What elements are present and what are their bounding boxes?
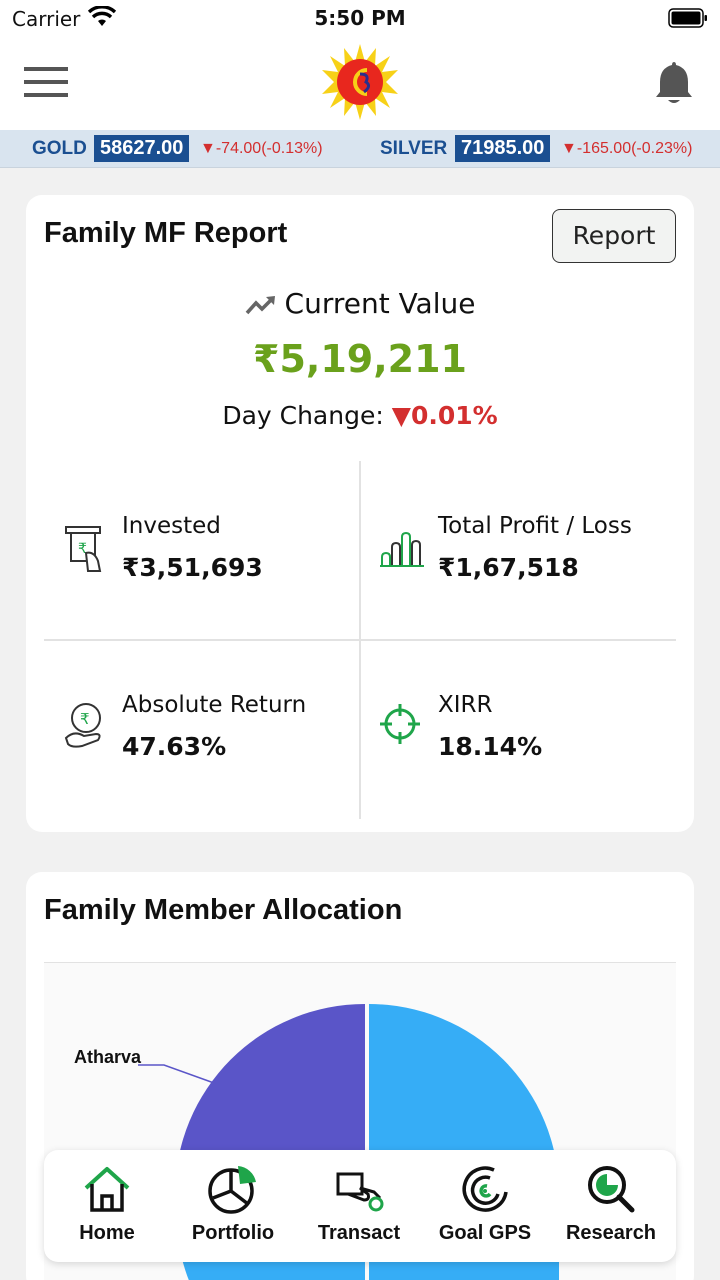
bottom-navigation: Home Portfolio Transact Goal GPS <box>44 1150 676 1262</box>
brand-logo <box>322 44 398 120</box>
svg-text:₹: ₹ <box>80 710 90 728</box>
nav-transact-label: Transact <box>317 1222 401 1244</box>
svg-text:₹: ₹ <box>78 541 87 557</box>
transact-hand-icon <box>336 1172 384 1212</box>
research-magnifier-icon <box>588 1166 635 1213</box>
profit-loss-value: ₹1,67,518 <box>438 553 579 582</box>
gold-price: 58627.00 <box>94 135 190 162</box>
profit-loss-label: Total Profit / Loss <box>438 513 632 539</box>
allocation-card-title: Family Member Allocation <box>44 894 403 926</box>
nav-transact[interactable]: Transact <box>296 1150 422 1262</box>
xirr-label: XIRR <box>438 692 493 718</box>
current-value-label: Current Value <box>284 287 476 320</box>
report-button[interactable]: Report <box>552 209 676 263</box>
nav-home-label: Home <box>79 1222 135 1244</box>
wifi-icon <box>88 6 116 26</box>
battery-icon <box>668 8 707 28</box>
target-crosshair-icon <box>380 704 420 744</box>
silver-label: SILVER <box>380 138 448 159</box>
bar-chart-icon <box>380 531 424 567</box>
nav-portfolio[interactable]: Portfolio <box>170 1150 296 1262</box>
pie-label-atharva: Atharva <box>74 1047 142 1067</box>
pie-slice-atharva <box>175 1004 365 1194</box>
notification-bell-icon[interactable] <box>654 58 694 106</box>
money-hand-icon: ₹ <box>64 703 101 748</box>
pie-label-leader-line <box>138 1064 215 1084</box>
silver-change: ▼-165.00(-0.23%) <box>561 140 693 157</box>
family-mf-report-card: Family MF Report Report Current Value ₹5… <box>26 195 694 832</box>
home-icon <box>84 1167 130 1212</box>
nav-research[interactable]: Research <box>548 1150 674 1262</box>
absolute-return-value: 47.63% <box>122 732 227 761</box>
carrier-label: Carrier <box>12 7 81 31</box>
nav-portfolio-label: Portfolio <box>191 1222 275 1244</box>
current-value-label-row: Current Value <box>26 287 694 320</box>
day-change-value: ▼0.01% <box>391 401 498 430</box>
current-value-amount: ₹5,19,211 <box>253 337 467 381</box>
report-card-title: Family MF Report <box>44 217 288 249</box>
metrics-divider-horizontal <box>44 639 676 641</box>
invested-label: Invested <box>122 513 221 539</box>
nav-research-label: Research <box>565 1222 657 1244</box>
absolute-return-label: Absolute Return <box>122 692 307 718</box>
gold-label: GOLD <box>32 138 87 159</box>
invested-cash-icon: ₹ <box>65 526 102 572</box>
goal-gps-icon <box>462 1166 508 1212</box>
day-change-label: Day Change: <box>222 401 384 430</box>
xirr-value: 18.14% <box>438 732 543 761</box>
nav-goal-gps[interactable]: Goal GPS <box>422 1150 548 1262</box>
nav-home[interactable]: Home <box>44 1150 170 1262</box>
gold-change: ▼-74.00(-0.13%) <box>200 140 323 157</box>
silver-price: 71985.00 <box>455 135 551 162</box>
status-bar: Carrier 5:50 PM <box>0 0 720 38</box>
invested-value: ₹3,51,693 <box>122 553 263 582</box>
app-header <box>0 38 720 130</box>
commodity-ticker: GOLD 58627.00 ▼-74.00(-0.13%) SILVER 719… <box>0 130 720 168</box>
nav-goal-gps-label: Goal GPS <box>438 1222 532 1244</box>
day-change: Day Change: ▼0.01% <box>26 401 694 430</box>
hamburger-menu-icon[interactable] <box>24 64 70 100</box>
trend-up-icon <box>245 296 275 315</box>
pie-portfolio-icon <box>208 1166 256 1214</box>
allocation-divider <box>44 962 676 963</box>
status-time: 5:50 PM <box>314 6 406 30</box>
